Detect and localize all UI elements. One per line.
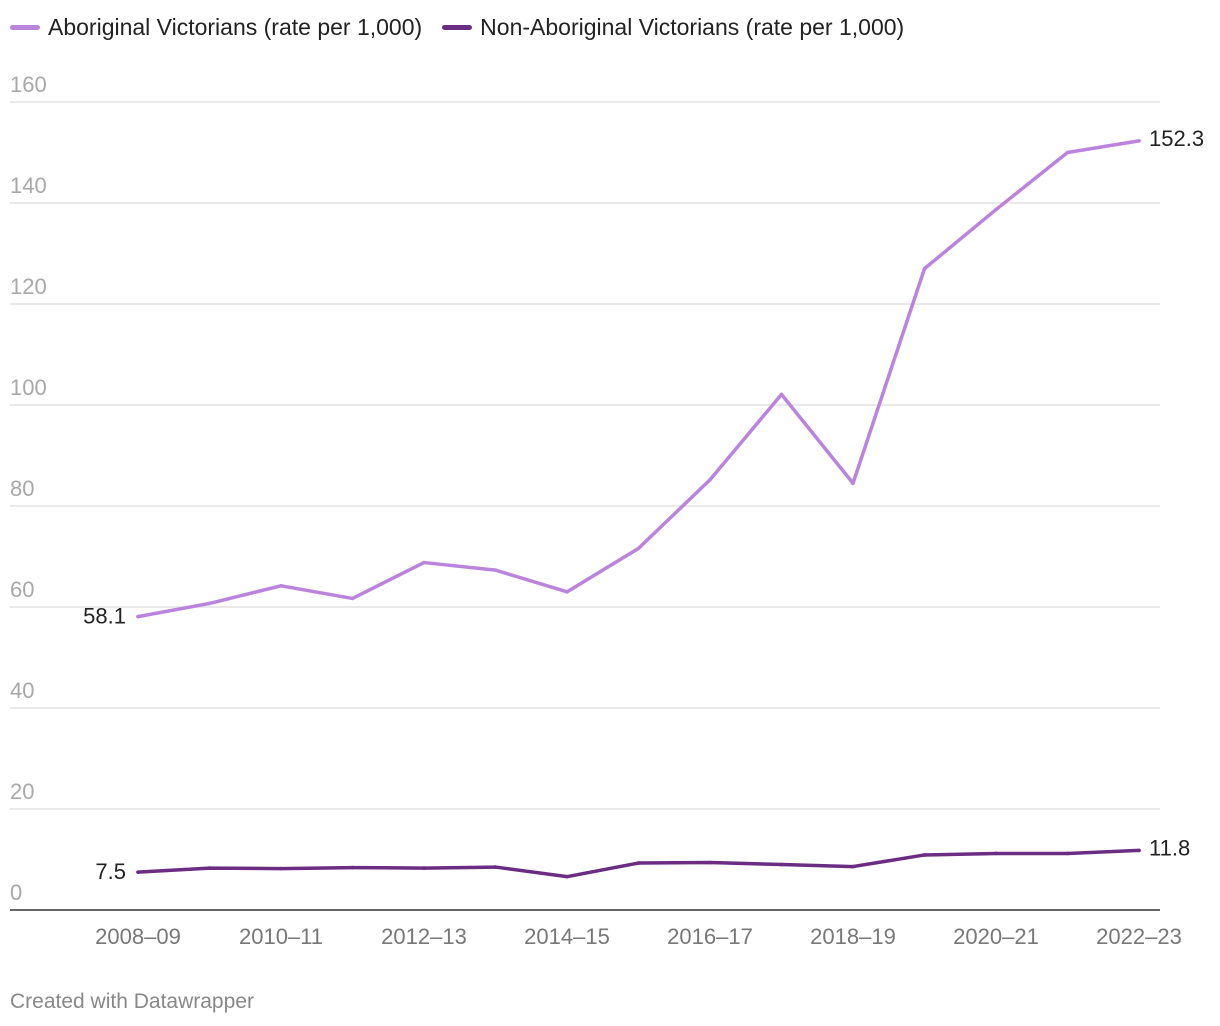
data-point-s0-4 <box>422 560 426 565</box>
data-point-s0-7 <box>636 546 641 551</box>
data-point-s0-0 <box>136 614 140 619</box>
y-tick-label-60: 60 <box>10 577 34 602</box>
data-point-s1-5 <box>493 865 498 869</box>
start-label-s1: 7.5 <box>95 859 126 884</box>
x-tick-label-2018–19: 2018–19 <box>810 924 896 949</box>
data-point-s0-12 <box>994 207 998 212</box>
y-tick-label-40: 40 <box>10 678 34 703</box>
x-tick-label-2008–09: 2008–09 <box>95 924 181 949</box>
data-point-s1-13 <box>1065 851 1070 856</box>
data-point-s1-14 <box>1137 848 1141 853</box>
series-line-0 <box>136 139 1141 619</box>
data-point-s1-11 <box>922 853 927 857</box>
data-point-s0-1 <box>207 601 212 606</box>
data-point-s0-6 <box>565 590 569 594</box>
data-point-s0-11 <box>922 266 927 271</box>
y-tick-label-120: 120 <box>10 274 47 299</box>
x-tick-label-2012–13: 2012–13 <box>381 924 467 949</box>
y-tick-label-160: 160 <box>10 72 47 97</box>
data-point-s1-6 <box>565 874 569 879</box>
data-point-s0-3 <box>350 596 355 601</box>
x-tick-label-2014–15: 2014–15 <box>524 924 610 949</box>
data-point-s0-14 <box>1137 139 1141 143</box>
data-point-s1-12 <box>994 851 998 856</box>
x-tick-label-2020–21: 2020–21 <box>953 924 1039 949</box>
legend-swatch-aboriginal <box>10 25 40 30</box>
legend-item-non-aboriginal: Non-Aboriginal Victorians (rate per 1,00… <box>442 14 904 41</box>
data-point-s0-10 <box>851 481 855 486</box>
data-point-s1-0 <box>136 870 140 874</box>
data-point-s1-1 <box>207 866 212 870</box>
start-label-s0: 58.1 <box>83 604 126 629</box>
data-point-s0-13 <box>1065 150 1070 155</box>
legend-label-non-aboriginal: Non-Aboriginal Victorians (rate per 1,00… <box>480 14 905 40</box>
data-point-s0-9 <box>779 392 784 397</box>
data-point-s0-5 <box>493 568 498 572</box>
chart-legend: Aboriginal Victorians (rate per 1,000) N… <box>10 14 924 41</box>
x-tick-label-2016–17: 2016–17 <box>667 924 753 949</box>
x-tick-label-2022–23: 2022–23 <box>1096 924 1182 949</box>
data-point-s1-9 <box>779 862 784 867</box>
data-point-s0-2 <box>279 583 283 588</box>
legend-item-aboriginal: Aboriginal Victorians (rate per 1,000) <box>10 14 422 41</box>
data-point-s1-2 <box>279 866 283 871</box>
legend-label-aboriginal: Aboriginal Victorians (rate per 1,000) <box>48 14 423 40</box>
data-point-s0-8 <box>708 477 712 482</box>
data-point-s1-4 <box>422 866 426 870</box>
footer-credit: Created with Datawrapper <box>10 990 254 1013</box>
y-tick-label-100: 100 <box>10 375 47 400</box>
data-point-s1-3 <box>350 865 355 870</box>
y-tick-label-80: 80 <box>10 476 34 501</box>
y-tick-label-140: 140 <box>10 173 47 198</box>
data-point-s1-8 <box>708 860 712 865</box>
legend-swatch-non-aboriginal <box>442 25 473 30</box>
x-tick-label-2010–11: 2010–11 <box>239 924 323 949</box>
end-label-s1: 11.8 <box>1149 835 1190 860</box>
data-point-s1-7 <box>636 861 641 865</box>
y-tick-label-20: 20 <box>10 779 34 804</box>
y-tick-label-0: 0 <box>10 880 22 905</box>
data-point-s1-10 <box>851 864 855 869</box>
end-label-s0: 152.3 <box>1149 126 1204 151</box>
